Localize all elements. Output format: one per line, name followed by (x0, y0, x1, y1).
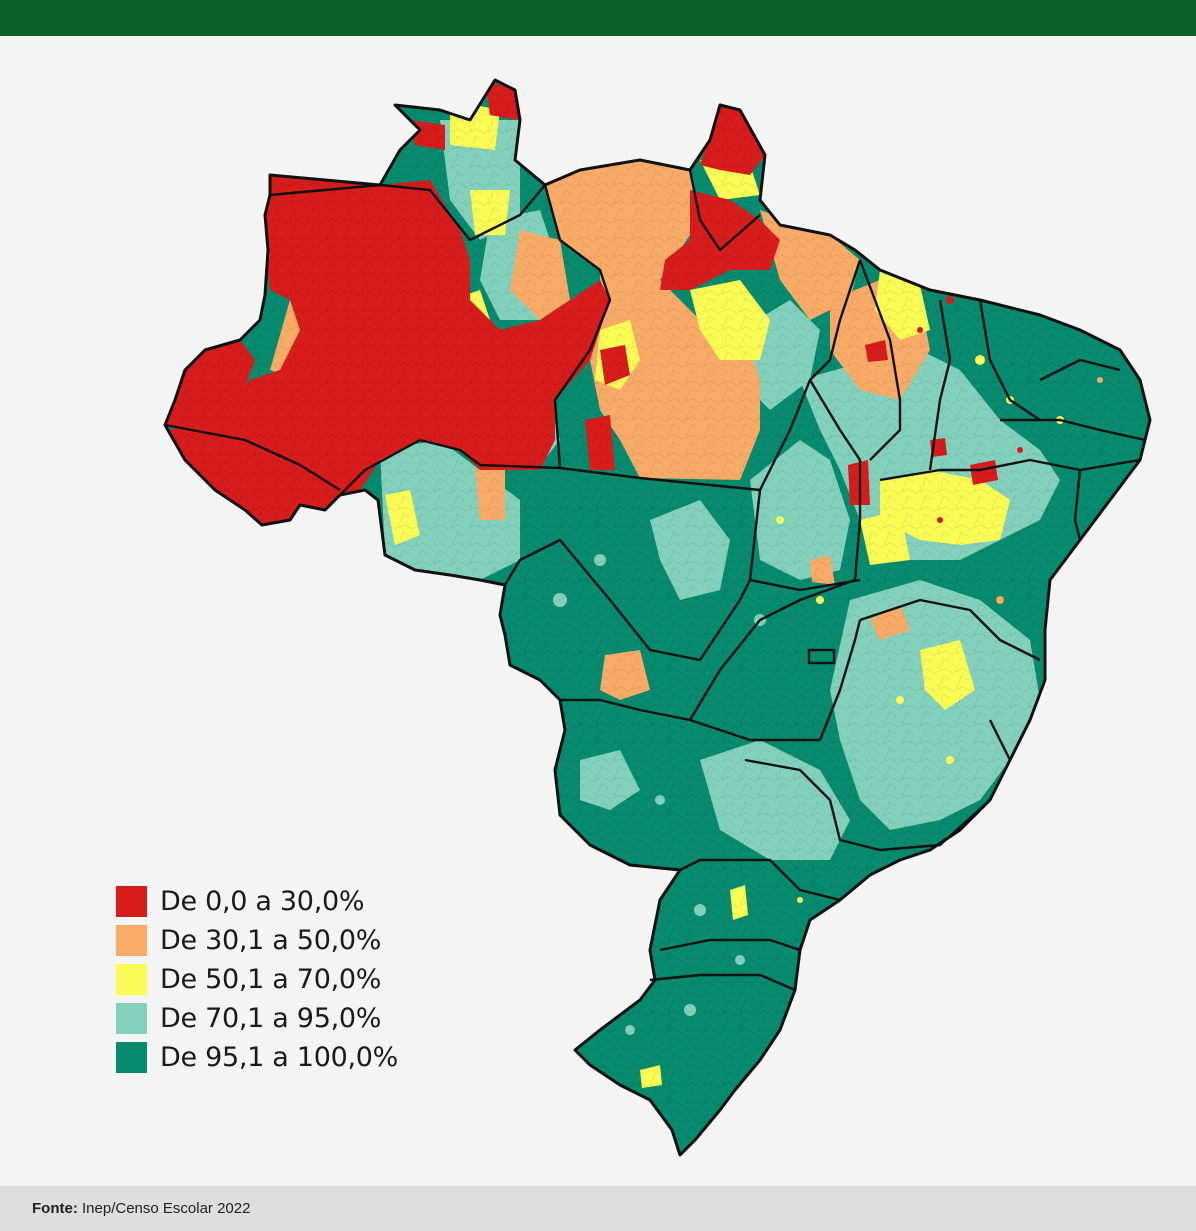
border-goias-mt (688, 578, 856, 721)
border-para-mt (559, 466, 761, 492)
map-legend: De 0,0 a 30,0% De 30,1 a 50,0% De 50,1 a… (116, 882, 398, 1077)
border-piaui-ceara (928, 299, 952, 471)
border-parana-sc (659, 938, 801, 952)
border-alagoas-sergipe (1073, 469, 1082, 541)
distrito-federal-border (807, 648, 836, 665)
legend-swatch-light-teal (116, 1003, 147, 1034)
legend-item: De 70,1 a 95,0% (116, 999, 398, 1038)
legend-label: De 50,1 a 70,0% (160, 964, 382, 995)
border-pe-bahia (879, 458, 1141, 482)
source-text: Inep/Censo Escolar 2022 (77, 1200, 251, 1217)
border-sp-parana (679, 858, 841, 902)
border-tocantins-goias (748, 489, 861, 592)
border-pb-pe (1000, 418, 1146, 442)
header-bar (0, 0, 1196, 36)
legend-label: De 30,1 a 50,0% (160, 925, 382, 956)
country-border (163, 78, 1152, 1157)
border-para-amapa (688, 169, 761, 252)
border-amazonas-para (543, 184, 612, 469)
legend-label: De 0,0 a 30,0% (160, 886, 365, 917)
border-mt-internal (503, 538, 752, 662)
legend-swatch-yellow (116, 964, 147, 995)
border-tocantins-bahia (808, 379, 862, 581)
legend-item: De 50,1 a 70,0% (116, 960, 398, 999)
legend-label: De 95,1 a 100,0% (160, 1042, 398, 1073)
border-goias-minas (818, 619, 862, 741)
source-credit: Fonte: Inep/Censo Escolar 2022 (32, 1200, 250, 1217)
footer-bar (0, 1186, 1196, 1231)
border-ceara-rn-pb (978, 299, 1041, 421)
border-es (988, 719, 1032, 762)
legend-item: De 0,0 a 30,0% (116, 882, 398, 921)
legend-swatch-red (116, 886, 147, 917)
legend-swatch-orange (116, 925, 147, 956)
legend-label: De 70,1 a 95,0% (160, 1003, 382, 1034)
source-label: Fonte: (32, 1200, 78, 1217)
border-maranhao-piaui (858, 259, 902, 461)
legend-item: De 30,1 a 50,0% (116, 921, 398, 960)
border-bahia-minas (859, 598, 1041, 662)
border-para-maranhao-tocantins (758, 259, 862, 491)
legend-swatch-dark-green (116, 1042, 147, 1073)
border-acre-amazonas (164, 423, 341, 492)
border-sp-mg (744, 758, 991, 852)
border-mt-ms (560, 698, 820, 742)
state-borders (164, 169, 1146, 992)
border-rn (1039, 358, 1121, 382)
border-amazonas-rondonia-mt (339, 438, 561, 496)
border-sc-rs (649, 973, 796, 992)
legend-item: De 95,1 a 100,0% (116, 1038, 398, 1077)
brazil-map (0, 36, 1196, 1186)
border-amazonas-roraima (269, 183, 546, 242)
brazil-map-svg (163, 78, 1152, 1157)
